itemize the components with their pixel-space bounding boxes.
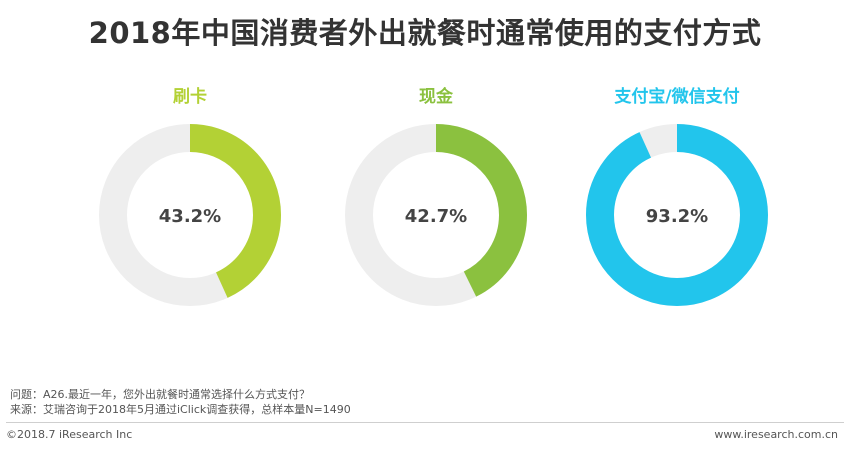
question-note: 问题：A26.最近一年，您外出就餐时通常选择什么方式支付？ [10,388,311,401]
donut-label-1: 刷卡 [173,86,207,107]
source-note: 来源：艾瑞咨询于2018年5月通过iClick调查获得，总样本量N=1490 [10,403,351,416]
copyright: ©2018.7 iResearch Inc [6,428,133,441]
donut-value-1: 43.2% [159,206,221,227]
donut-label-2: 现金 [419,86,454,107]
donut-value-2: 42.7% [405,206,467,227]
donut-label-3: 支付宝/微信支付 [614,86,739,107]
donut-value-3: 93.2% [646,206,708,227]
donut-arc-1 [99,124,281,306]
footer-divider [6,422,844,423]
donut-charts: 刷卡 43.2% 现金 42.7% 支付宝/微信支付 93.2% [0,70,850,330]
website: www.iresearch.com.cn [714,428,838,441]
donut-arc-2 [345,124,527,306]
donut-arc-3 [586,124,768,306]
chart-title: 2018年中国消费者外出就餐时通常使用的支付方式 [88,16,762,50]
notes: 问题：A26.最近一年，您外出就餐时通常选择什么方式支付？ 来源：艾瑞咨询于20… [10,387,351,417]
donut-charts-svg: 刷卡 43.2% 现金 42.7% 支付宝/微信支付 93.2% [99,86,768,306]
